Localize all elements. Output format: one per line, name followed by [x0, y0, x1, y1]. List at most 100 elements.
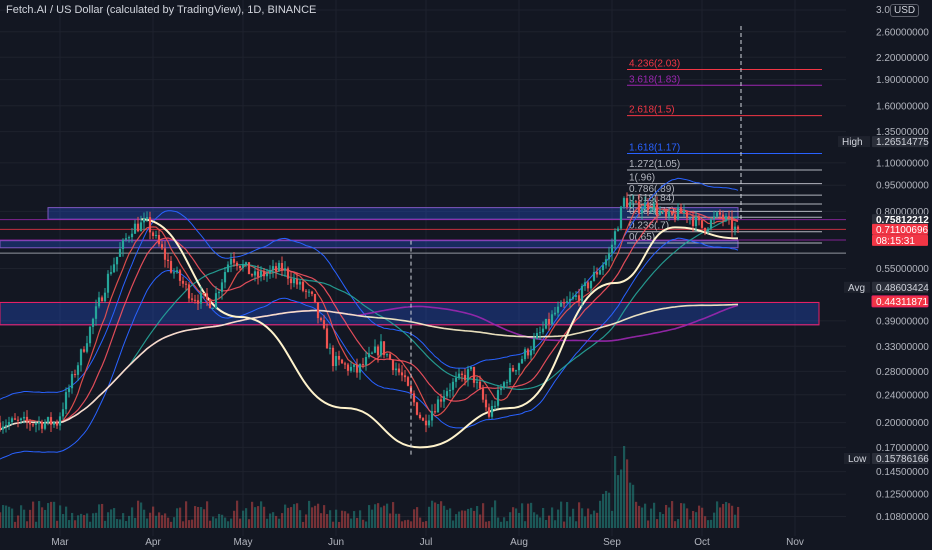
time-tick-label: Nov	[786, 537, 804, 548]
volume-bar	[386, 503, 389, 528]
price-tick-label: 0.10800000	[876, 512, 929, 523]
candle-body	[682, 210, 686, 213]
volume-bar	[473, 510, 476, 528]
volume-bar	[674, 521, 677, 528]
candle-body	[526, 349, 530, 356]
volume-bar	[707, 520, 710, 528]
volume-bar	[512, 507, 515, 528]
candle-body	[322, 320, 326, 329]
volume-bar	[524, 521, 527, 528]
volume-bar	[287, 507, 290, 528]
candle-body	[418, 414, 422, 419]
candle-body	[85, 343, 89, 352]
candle-body	[148, 217, 152, 233]
candle-body	[64, 392, 68, 410]
volume-bar	[530, 502, 533, 528]
candle-body	[49, 417, 53, 425]
volume-bar	[629, 482, 632, 528]
price-tag-box	[872, 452, 928, 464]
volume-bar	[212, 516, 215, 528]
candle-body	[313, 293, 317, 303]
volume-bar	[47, 503, 50, 528]
volume-bar	[617, 475, 620, 528]
volume-bar	[209, 520, 212, 528]
candle-body	[52, 422, 56, 425]
volume-bar	[710, 519, 713, 528]
volume-bar	[605, 490, 608, 528]
volume-bar	[230, 518, 233, 528]
price-tick-label: 0.39000000	[876, 316, 929, 327]
candle-body	[724, 216, 728, 220]
candle-body	[304, 290, 308, 292]
volume-bar	[461, 510, 464, 528]
volume-bar	[107, 512, 110, 528]
volume-bar	[242, 510, 245, 528]
candle-body	[517, 363, 521, 371]
currency-button[interactable]: USD	[890, 4, 920, 17]
candle-body	[208, 299, 212, 308]
volume-bar	[365, 521, 368, 528]
volume-bar	[173, 517, 176, 528]
candle-body	[472, 366, 476, 383]
candle-body	[718, 212, 722, 215]
volume-bar	[539, 517, 542, 528]
volume-bar	[29, 509, 32, 528]
candle-body	[694, 216, 698, 227]
candle-body	[40, 421, 44, 429]
volume-bar	[263, 506, 266, 528]
candle-body	[355, 364, 359, 373]
volume-bar	[701, 507, 704, 528]
candle-body	[667, 211, 671, 217]
candle-body	[478, 381, 482, 389]
candle-body	[169, 261, 173, 273]
volume-bar	[197, 506, 200, 528]
volume-bar	[467, 508, 470, 528]
price-tick-label: 1.60000000	[876, 101, 929, 112]
candle-body	[43, 422, 47, 429]
candle-body	[220, 282, 224, 292]
volume-bar	[350, 518, 353, 528]
candle-body	[199, 292, 203, 304]
volume-bar	[200, 507, 203, 528]
price-tick-label: 0.17000000	[876, 443, 929, 454]
volume-bar	[104, 520, 107, 528]
volume-bar	[326, 514, 329, 528]
candle-body	[463, 374, 467, 381]
candle-body	[535, 333, 539, 339]
volume-bar	[74, 520, 77, 528]
price-axis[interactable]: 2.60000000 2.20000000 1.90000000 1.60000000…	[846, 0, 932, 550]
volume-bar	[119, 519, 122, 528]
volume-bar	[686, 508, 689, 528]
candle-body	[619, 206, 623, 229]
candle-body	[10, 418, 14, 422]
volume-bar	[371, 509, 374, 528]
candle-body	[262, 271, 266, 277]
candle-body	[574, 295, 578, 297]
volume-bar	[20, 505, 23, 528]
fib-level-label: 0.5(.8)	[629, 200, 658, 211]
candle-body	[466, 369, 470, 381]
time-tick-label: Sep	[603, 537, 621, 548]
volume-bar	[314, 505, 317, 528]
volume-bar	[368, 505, 371, 528]
volume-bar	[278, 518, 281, 528]
candle-body	[166, 259, 170, 262]
candle-body	[109, 272, 113, 274]
volume-bar	[680, 503, 683, 528]
volume-bar	[320, 513, 323, 528]
price-tick-label: 0.33000000	[876, 342, 929, 353]
volume-bar	[257, 506, 260, 528]
volume-bar	[620, 469, 623, 528]
time-axis[interactable]: Mar Apr May Jun Jul Aug Sep Oct Nov	[51, 537, 804, 548]
candle-body	[127, 237, 131, 239]
volume-bar	[164, 513, 167, 528]
volume-bar	[101, 503, 104, 528]
candle-body	[235, 262, 239, 266]
fib-level-label: 0.786(.89)	[629, 184, 675, 195]
candle-body	[475, 381, 479, 383]
candle-body	[532, 338, 536, 351]
candle-body	[553, 312, 557, 315]
volume-bar	[23, 509, 26, 528]
